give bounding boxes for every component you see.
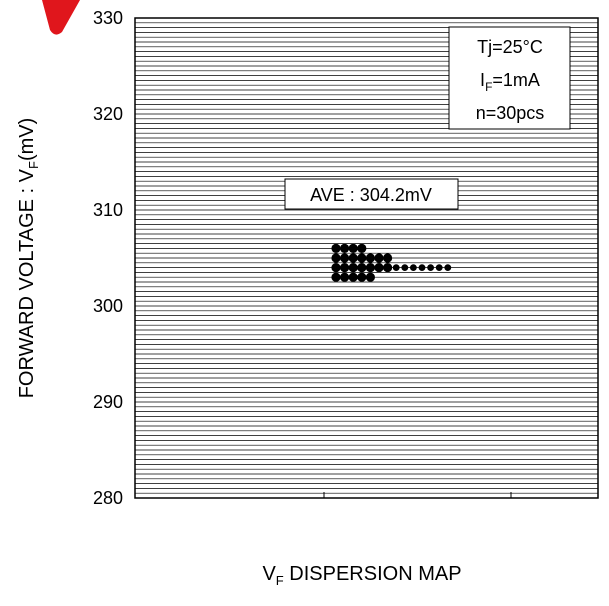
average-box (284, 178, 459, 210)
data-point (357, 263, 367, 273)
data-point (374, 263, 384, 273)
y-tick-label: 320 (93, 104, 123, 124)
horizontal-gridlines (135, 22, 598, 494)
data-point (331, 243, 341, 253)
data-point (348, 272, 358, 282)
y-tick-label: 290 (93, 392, 123, 412)
y-axis-label-rest: (mV) (16, 118, 38, 161)
y-axis-label-sub: F (26, 161, 41, 169)
data-point (435, 264, 443, 271)
data-point (357, 253, 367, 263)
data-point (340, 263, 350, 273)
data-point (418, 264, 426, 271)
data-point (331, 272, 341, 282)
x-axis-label-sub: F (276, 573, 284, 588)
condition-if-main: I (480, 70, 485, 90)
data-point (365, 272, 375, 282)
data-point (444, 264, 452, 271)
data-point (410, 264, 417, 271)
data-points (331, 243, 452, 282)
condition-if: IF=1mA (480, 70, 540, 94)
data-point (357, 243, 367, 253)
data-point (340, 243, 350, 253)
data-point (383, 263, 393, 273)
data-point (331, 253, 341, 263)
data-point (374, 253, 384, 263)
data-point (365, 263, 375, 273)
x-axis-label-rest: DISPERSION MAP (284, 563, 462, 585)
y-tick-label: 330 (93, 8, 123, 28)
data-point (348, 253, 358, 263)
data-point (340, 272, 350, 282)
data-point (383, 253, 393, 263)
condition-tj: Tj=25°C (477, 37, 543, 57)
y-tick-labels: 280 290 300 310 320 330 (93, 8, 123, 508)
data-point (401, 264, 409, 271)
plot-frame (134, 17, 599, 499)
y-tick-label: 300 (93, 296, 123, 316)
data-point (392, 264, 400, 271)
data-point (357, 272, 367, 282)
y-axis-label-main: FORWARD VOLTAGE : V (16, 168, 38, 398)
x-axis-label-main: V (262, 563, 276, 585)
data-point (340, 253, 350, 263)
corner-logo-fragment (42, 0, 80, 35)
conditions-box (448, 26, 571, 130)
data-point (427, 264, 434, 271)
y-tick-label: 310 (93, 200, 123, 220)
condition-n: n=30pcs (476, 103, 545, 123)
data-point (365, 253, 375, 263)
data-point (348, 263, 358, 273)
average-label: AVE : 304.2mV (310, 185, 432, 205)
condition-if-rest: =1mA (492, 70, 540, 90)
data-point (348, 243, 358, 253)
x-axis-label: VF DISPERSION MAP (262, 563, 461, 588)
y-tick-label: 280 (93, 488, 123, 508)
y-axis-label: FORWARD VOLTAGE : VF(mV) (16, 118, 41, 399)
data-point (331, 263, 341, 273)
condition-if-sub: F (485, 80, 492, 94)
